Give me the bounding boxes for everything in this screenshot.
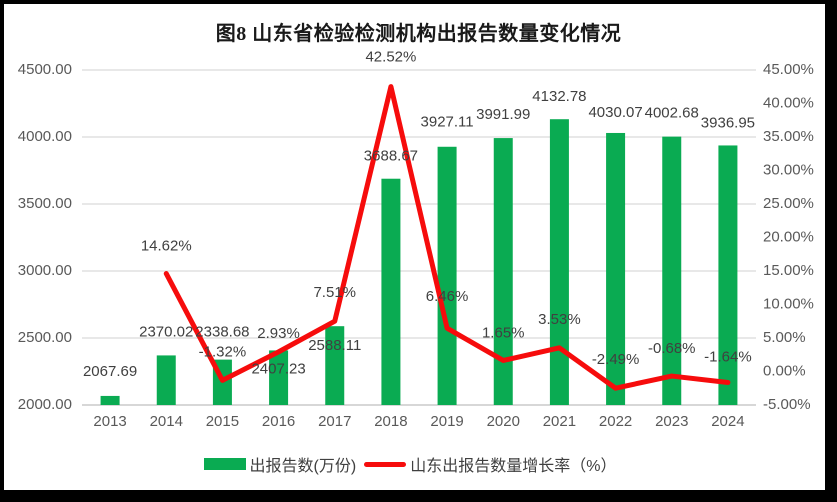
growth-rate-label: -0.68% [648,340,696,357]
left-axis-tick-label: 3000.00 [18,262,72,279]
x-axis-year-label: 2013 [93,413,126,430]
report-count-bar [718,145,738,405]
right-axis-tick-label: -5.00% [763,396,811,413]
growth-rate-label: 1.65% [482,324,525,341]
x-axis-year-label: 2022 [599,413,632,430]
left-axis-tick-label: 4000.00 [18,128,72,145]
report-count-bar [156,355,176,405]
bar-value-label: 3936.95 [701,114,755,131]
growth-rate-label: -2.49% [592,351,640,368]
report-count-bar [493,138,513,405]
report-count-bar [606,132,626,405]
right-axis-tick-label: 30.00% [763,161,814,178]
right-axis-tick-label: 35.00% [763,128,814,145]
right-axis-tick-label: 0.00% [763,362,806,379]
growth-rate-label: 7.51% [313,284,356,301]
bar-value-label: 3991.99 [476,106,530,123]
bar-value-label: 2407.23 [251,360,305,377]
report-count-bar [269,350,289,405]
bar-value-label: 2370.02 [139,323,193,340]
x-axis-year-label: 2020 [487,413,520,430]
report-count-bar [325,326,345,405]
growth-rate-label: 3.53% [538,311,581,328]
x-axis-year-label: 2017 [318,413,351,430]
right-axis-tick-label: 40.00% [763,94,814,111]
x-axis-year-label: 2018 [374,413,407,430]
x-axis-year-label: 2014 [150,413,183,430]
left-axis-tick-label: 2000.00 [18,396,72,413]
growth-rate-label: -1.64% [704,348,752,365]
x-axis-year-label: 2021 [543,413,576,430]
left-axis-tick-label: 3500.00 [18,195,72,212]
growth-rate-label: 14.62% [141,238,192,255]
bar-value-label: 3927.11 [421,114,474,131]
report-count-bar [549,119,569,405]
line-series-legend-label: 山东出报告数量增长率（%） [410,458,617,475]
left-axis-tick-label: 2500.00 [18,329,72,346]
x-axis-year-label: 2023 [655,413,688,430]
right-axis-tick-label: 25.00% [763,195,814,212]
bar-value-label: 2588.11 [308,337,361,354]
bar-value-label: 2067.69 [83,363,137,380]
bar-series-legend-label: 出报告数(万份) [249,458,357,475]
report-count-bar [100,395,120,405]
right-axis-tick-label: 10.00% [763,295,814,312]
chart-legend: 出报告数(万份) 山东出报告数量增长率（%） [0,452,820,476]
x-axis-year-label: 2015 [206,413,239,430]
right-axis-tick-label: 15.00% [763,262,814,279]
bar-value-label: 3688.67 [364,148,418,165]
bar-series-swatch-icon [203,458,246,470]
x-axis-year-label: 2016 [262,413,295,430]
line-series-swatch-icon [364,461,407,467]
right-axis-tick-label: 5.00% [763,329,806,346]
x-axis-year-label: 2019 [430,413,463,430]
growth-rate-label: 6.46% [426,288,469,305]
bar-value-label: 4002.68 [645,105,699,122]
growth-rate-label: -1.32% [199,343,247,360]
right-axis-tick-label: 45.00% [763,61,814,78]
bar-value-label: 2338.68 [195,324,249,341]
left-axis-tick-label: 4500.00 [18,61,72,78]
growth-rate-label: 2.93% [257,325,300,342]
x-axis-year-label: 2024 [711,413,744,430]
bar-value-label: 4132.78 [532,88,586,105]
bar-value-label: 4030.07 [588,104,642,121]
right-axis-tick-label: 20.00% [763,228,814,245]
report-count-bar [381,178,401,405]
chart-title: 图8 山东省检验检测机构出报告数量变化情况 [215,23,622,45]
report-count-bar [437,146,457,405]
growth-rate-label: 42.52% [365,49,416,66]
growth-rate-line [163,84,731,391]
report-count-bar [662,136,682,406]
